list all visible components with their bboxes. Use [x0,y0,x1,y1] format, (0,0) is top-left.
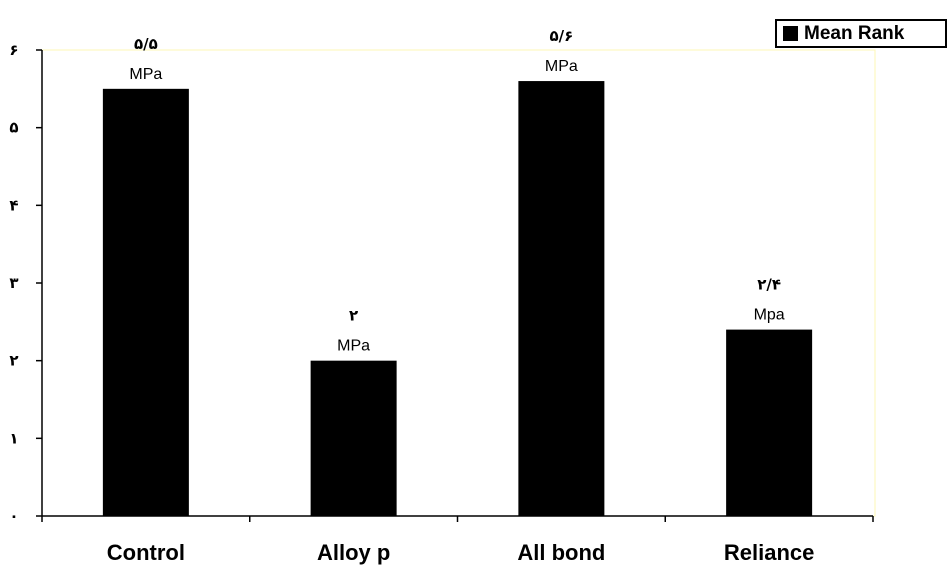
y-tick-label: ٢ [9,352,18,370]
x-tick-label: Reliance [724,540,815,565]
bar-control [102,88,189,516]
legend: Mean Rank [775,19,947,48]
bar-alloy-p [310,360,397,516]
y-tick-label: ١ [9,429,18,447]
data-label-value: ۵/۵ [134,35,158,53]
data-label-value: ۵/۶ [549,27,573,45]
x-tick-label: Control [107,540,185,565]
y-tick-label: ۵ [9,119,18,137]
bars-group [102,81,813,517]
y-tick-label: ۶ [9,41,18,59]
bar-all-bond [518,81,605,517]
y-axis: ٠ ١ ٢ ٣ ۴ ۵ ۶ [9,41,43,525]
x-axis: Control Alloy p All bond Reliance [41,515,874,565]
data-labels-group: ۵/۵ MPa ٢ MPa ۵/۶ MPa ٢/۴ Mpa [129,27,784,355]
y-tick-label: ۴ [9,196,18,214]
data-label-unit: Mpa [754,307,785,324]
x-tick-label: All bond [517,540,605,565]
data-label-unit: MPa [337,338,370,355]
legend-swatch [783,26,798,41]
data-label-value: ٢ [349,307,358,325]
data-label-unit: MPa [545,58,578,75]
data-label-unit: MPa [129,66,162,83]
y-tick-label: ٣ [9,274,18,292]
x-tick-label: Alloy p [317,540,390,565]
y-tick-label: ٠ [9,507,18,525]
bar-reliance [726,329,813,516]
data-label-value: ٢/۴ [757,276,781,294]
legend-label: Mean Rank [804,22,905,44]
